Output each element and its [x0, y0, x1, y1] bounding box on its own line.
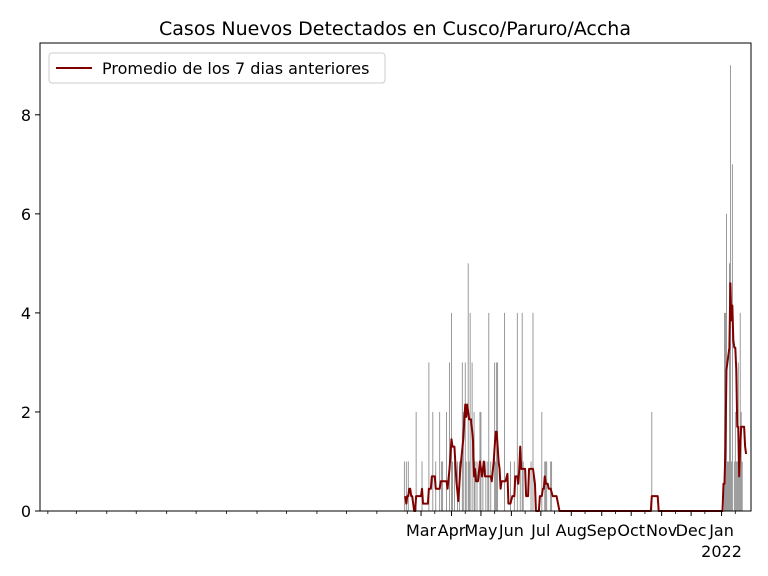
bar: [739, 312, 741, 511]
bar: [541, 411, 543, 511]
bar: [465, 461, 467, 511]
bar: [469, 312, 471, 511]
chart-title: Casos Nuevos Detectados en Cusco/Paruro/…: [159, 18, 631, 40]
x-tick-label: Aug: [556, 521, 587, 540]
x-tick-label: Mar: [406, 521, 437, 540]
bar: [522, 461, 524, 511]
plot-frame: [39, 42, 752, 512]
bar: [728, 461, 729, 511]
bar: [474, 461, 476, 511]
bar: [729, 263, 730, 511]
bar: [504, 312, 505, 511]
y-tick-label: 2: [21, 403, 31, 422]
bar: [530, 461, 532, 511]
bar: [521, 312, 523, 511]
bar: [467, 263, 469, 511]
x-tick-label: Jul: [530, 521, 550, 540]
bar: [485, 461, 487, 511]
bar: [442, 461, 444, 511]
bar: [476, 461, 478, 511]
bar: [421, 461, 423, 511]
bar: [482, 461, 484, 511]
bar: [451, 312, 452, 511]
bar: [405, 461, 407, 511]
bar: [734, 411, 736, 511]
bar: [735, 461, 737, 511]
y-axis: 0 2 4 6 8: [21, 106, 40, 521]
bar: [510, 461, 511, 511]
x-year-label: 2022: [701, 542, 742, 561]
legend-box: [48, 52, 386, 84]
bar: [428, 362, 430, 511]
bar: [740, 411, 742, 511]
bar: [468, 461, 470, 511]
bar: [545, 461, 547, 511]
x-tick-label: May: [464, 521, 497, 540]
bar: [432, 411, 434, 511]
bar: [488, 312, 490, 511]
bar: [407, 461, 409, 511]
bar: [441, 461, 443, 511]
bar: [516, 312, 518, 511]
bar: [415, 411, 417, 511]
bar: [446, 411, 447, 511]
bar: [550, 461, 552, 511]
bar: [724, 312, 725, 511]
bar: [551, 461, 553, 511]
y-tick-label: 8: [21, 106, 31, 125]
bar: [490, 461, 492, 511]
bar: [738, 461, 740, 511]
bar: [462, 411, 464, 511]
legend-entry-label: Promedio de los 7 dias anteriores: [102, 59, 369, 78]
bar: [403, 461, 405, 511]
legend: Promedio de los 7 dias anteriores: [48, 52, 386, 84]
moving-average-line: [404, 282, 748, 512]
x-tick-label: Jan: [708, 521, 734, 540]
x-tick-label: Dec: [676, 521, 707, 540]
y-tick-label: 4: [21, 304, 31, 323]
y-tick-label: 0: [21, 502, 31, 521]
bar: [519, 461, 521, 511]
x-tick-label: Jun: [498, 521, 524, 540]
x-tick-label: Nov: [646, 521, 677, 540]
y-tick-label: 6: [21, 205, 31, 224]
bar: [449, 362, 450, 511]
x-tick-label: Apr: [438, 521, 466, 540]
bar: [736, 461, 738, 511]
bar: [461, 362, 463, 511]
bar: [730, 461, 732, 511]
bar: [454, 461, 455, 511]
x-tick-label: Oct: [617, 521, 645, 540]
bar: [546, 461, 548, 511]
bar: [727, 461, 728, 511]
bar: [439, 411, 441, 511]
bar: [495, 461, 497, 511]
x-tick-label: Sep: [587, 521, 617, 540]
bar: [452, 461, 453, 511]
bar: [651, 411, 653, 511]
bar: [741, 461, 743, 511]
bar: [733, 461, 735, 511]
bar: [464, 362, 466, 511]
bar: [532, 312, 534, 511]
bar: [487, 461, 489, 511]
